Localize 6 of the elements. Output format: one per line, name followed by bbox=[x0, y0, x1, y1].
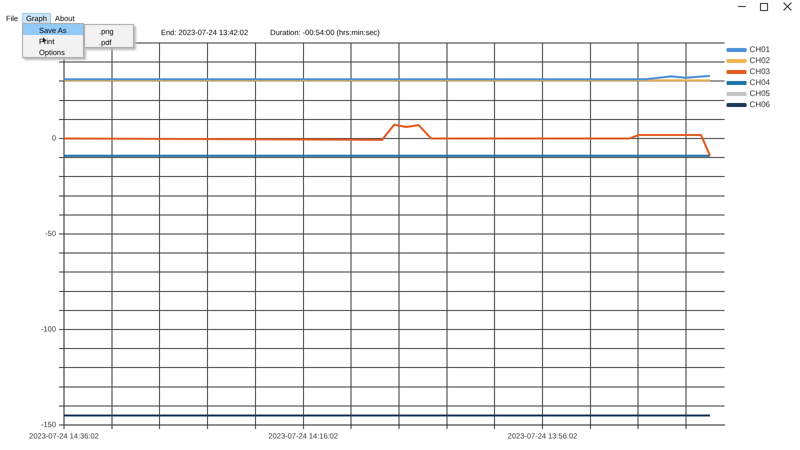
legend-label: CH01 bbox=[750, 45, 771, 54]
legend-label: CH06 bbox=[750, 100, 771, 110]
legend-label: CH05 bbox=[750, 89, 771, 98]
legend-label: CH03 bbox=[750, 67, 771, 76]
legend-label: CH04 bbox=[750, 78, 771, 88]
legend-label: CH02 bbox=[750, 56, 771, 66]
